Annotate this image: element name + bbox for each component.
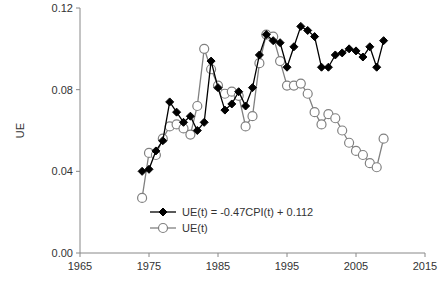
series-marker (283, 63, 291, 71)
x-tick (218, 253, 219, 257)
y-tick-label: 0.00 (52, 247, 73, 259)
x-tick-label: 2005 (344, 260, 368, 272)
series-line (142, 35, 384, 198)
series-marker (338, 49, 346, 57)
x-tick (149, 253, 150, 257)
series-marker (138, 193, 147, 202)
series-marker (379, 134, 388, 143)
series-marker (317, 120, 326, 129)
y-tick (76, 8, 80, 9)
series-marker (152, 147, 160, 155)
series-marker (173, 108, 181, 116)
y-tick-label: 0.04 (52, 165, 73, 177)
series-marker (186, 112, 194, 120)
series-marker (166, 98, 174, 106)
series-marker (228, 100, 236, 108)
x-tick-label: 2015 (413, 260, 437, 272)
series-marker (159, 137, 167, 145)
series-marker (331, 114, 340, 123)
series-marker (249, 84, 257, 92)
x-tick-label: 1965 (68, 260, 92, 272)
y-tick (76, 89, 80, 90)
series-marker (297, 22, 305, 30)
series-marker (303, 89, 312, 98)
legend-marker (159, 208, 167, 216)
series-marker (200, 44, 209, 53)
series-marker (200, 118, 208, 126)
y-tick-label: 0.08 (52, 84, 73, 96)
series-marker (193, 127, 201, 135)
legend-label: UE(t) (182, 222, 208, 234)
x-tick (356, 253, 357, 257)
series-marker (221, 106, 229, 114)
series-marker (262, 31, 270, 39)
x-tick (287, 253, 288, 257)
legend-marker (159, 224, 168, 233)
series-marker (345, 45, 353, 53)
series-marker (235, 88, 243, 96)
x-tick-label: 1995 (275, 260, 299, 272)
series-marker (324, 63, 332, 71)
series-marker (269, 37, 277, 45)
series-marker (242, 102, 250, 110)
series-marker (276, 57, 285, 66)
series-marker (345, 138, 354, 147)
x-tick (425, 253, 426, 257)
x-tick-label: 1985 (206, 260, 230, 272)
series-marker (138, 167, 146, 175)
series-marker (248, 112, 257, 121)
series-marker (372, 163, 381, 172)
x-axis-line (80, 253, 425, 254)
series-marker (304, 26, 312, 34)
series-marker (359, 53, 367, 61)
series-marker (366, 43, 374, 51)
series-line (142, 26, 384, 171)
series-marker (207, 57, 215, 65)
series-marker (338, 126, 347, 135)
series-marker (296, 79, 305, 88)
y-tick (76, 253, 80, 254)
series-marker (290, 43, 298, 51)
y-axis-line (80, 8, 81, 253)
y-axis-label: UE (14, 123, 26, 138)
series-marker (331, 51, 339, 59)
series-marker (255, 59, 264, 68)
y-tick-label: 0.12 (52, 2, 73, 14)
series-marker (145, 165, 153, 173)
series-marker (214, 84, 222, 92)
series-marker (373, 63, 381, 71)
y-tick (76, 171, 80, 172)
chart-container: 0.00 0.04 0.08 0.12 1965 1975 1985 1995 2005 2015… (0, 0, 446, 285)
plot-area (138, 22, 389, 202)
series-marker (310, 108, 319, 117)
series-marker (193, 102, 202, 111)
x-tick (80, 253, 81, 257)
series-marker (255, 51, 263, 59)
series-marker (352, 47, 360, 55)
series-marker (380, 37, 388, 45)
series-marker (311, 33, 319, 41)
chart-svg: 0.00 0.04 0.08 0.12 1965 1975 1985 1995 2005 2015… (0, 0, 446, 285)
series-marker (180, 118, 188, 126)
series-marker (358, 151, 367, 160)
series-marker (241, 122, 250, 131)
x-tick-label: 1975 (137, 260, 161, 272)
series-marker (276, 39, 284, 47)
legend-label: UE(t) = -0.47CPI(t) + 0.112 (182, 206, 313, 218)
